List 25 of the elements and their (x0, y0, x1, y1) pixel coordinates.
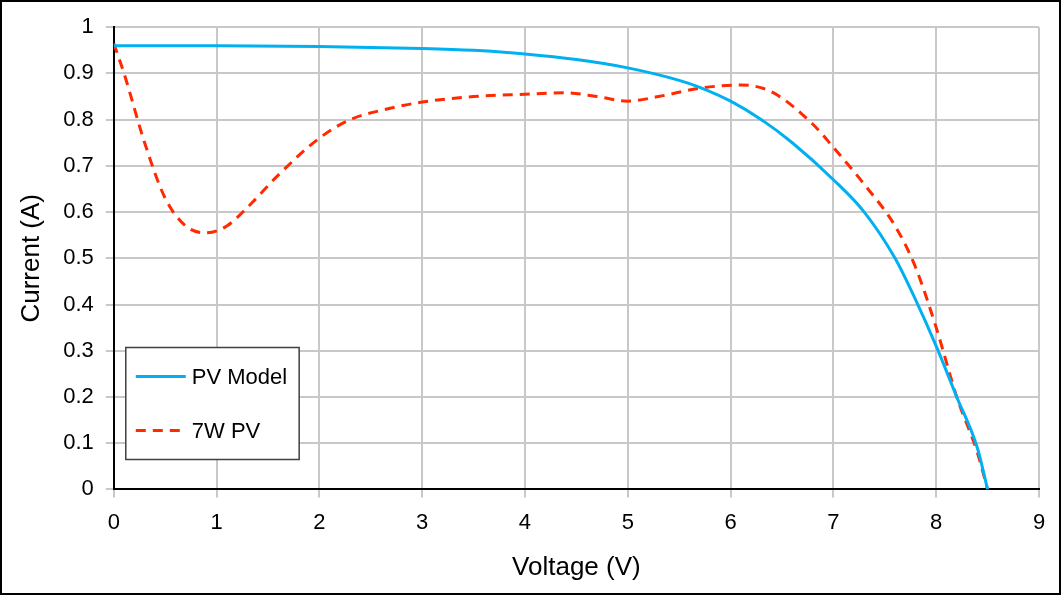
x-tick-label: 4 (518, 508, 532, 534)
y-tick-label: 0.9 (63, 59, 94, 85)
legend-label: 7W PV (191, 418, 261, 444)
x-tick-label: 1 (210, 508, 223, 534)
y-tick-label: 0.5 (63, 244, 94, 270)
y-tick-label: 0 (81, 475, 94, 501)
x-tick-label: 2 (313, 508, 326, 534)
x-tick-label: 6 (724, 508, 737, 534)
x-axis-title: Voltage (V) (512, 550, 641, 581)
y-tick-label: 0.6 (63, 198, 94, 224)
legend-label: PV Model (191, 364, 288, 390)
y-tick-label: 0.7 (63, 151, 94, 177)
x-tick-label: 3 (416, 508, 429, 534)
x-tick-label: 0 (107, 508, 120, 534)
y-tick-label: 0.8 (63, 105, 94, 131)
y-tick-label: 0.1 (63, 429, 94, 455)
x-tick-label: 8 (930, 508, 943, 534)
y-axis-title: Current (A) (14, 194, 45, 323)
x-tick-label: 7 (827, 508, 840, 534)
y-tick-label: 0.3 (63, 336, 94, 362)
x-tick-label: 5 (621, 508, 634, 534)
x-tick-label: 9 (1032, 508, 1046, 534)
y-tick-label: 1 (81, 13, 94, 39)
y-tick-label: 0.2 (63, 383, 94, 409)
y-tick-label: 0.4 (63, 290, 94, 316)
